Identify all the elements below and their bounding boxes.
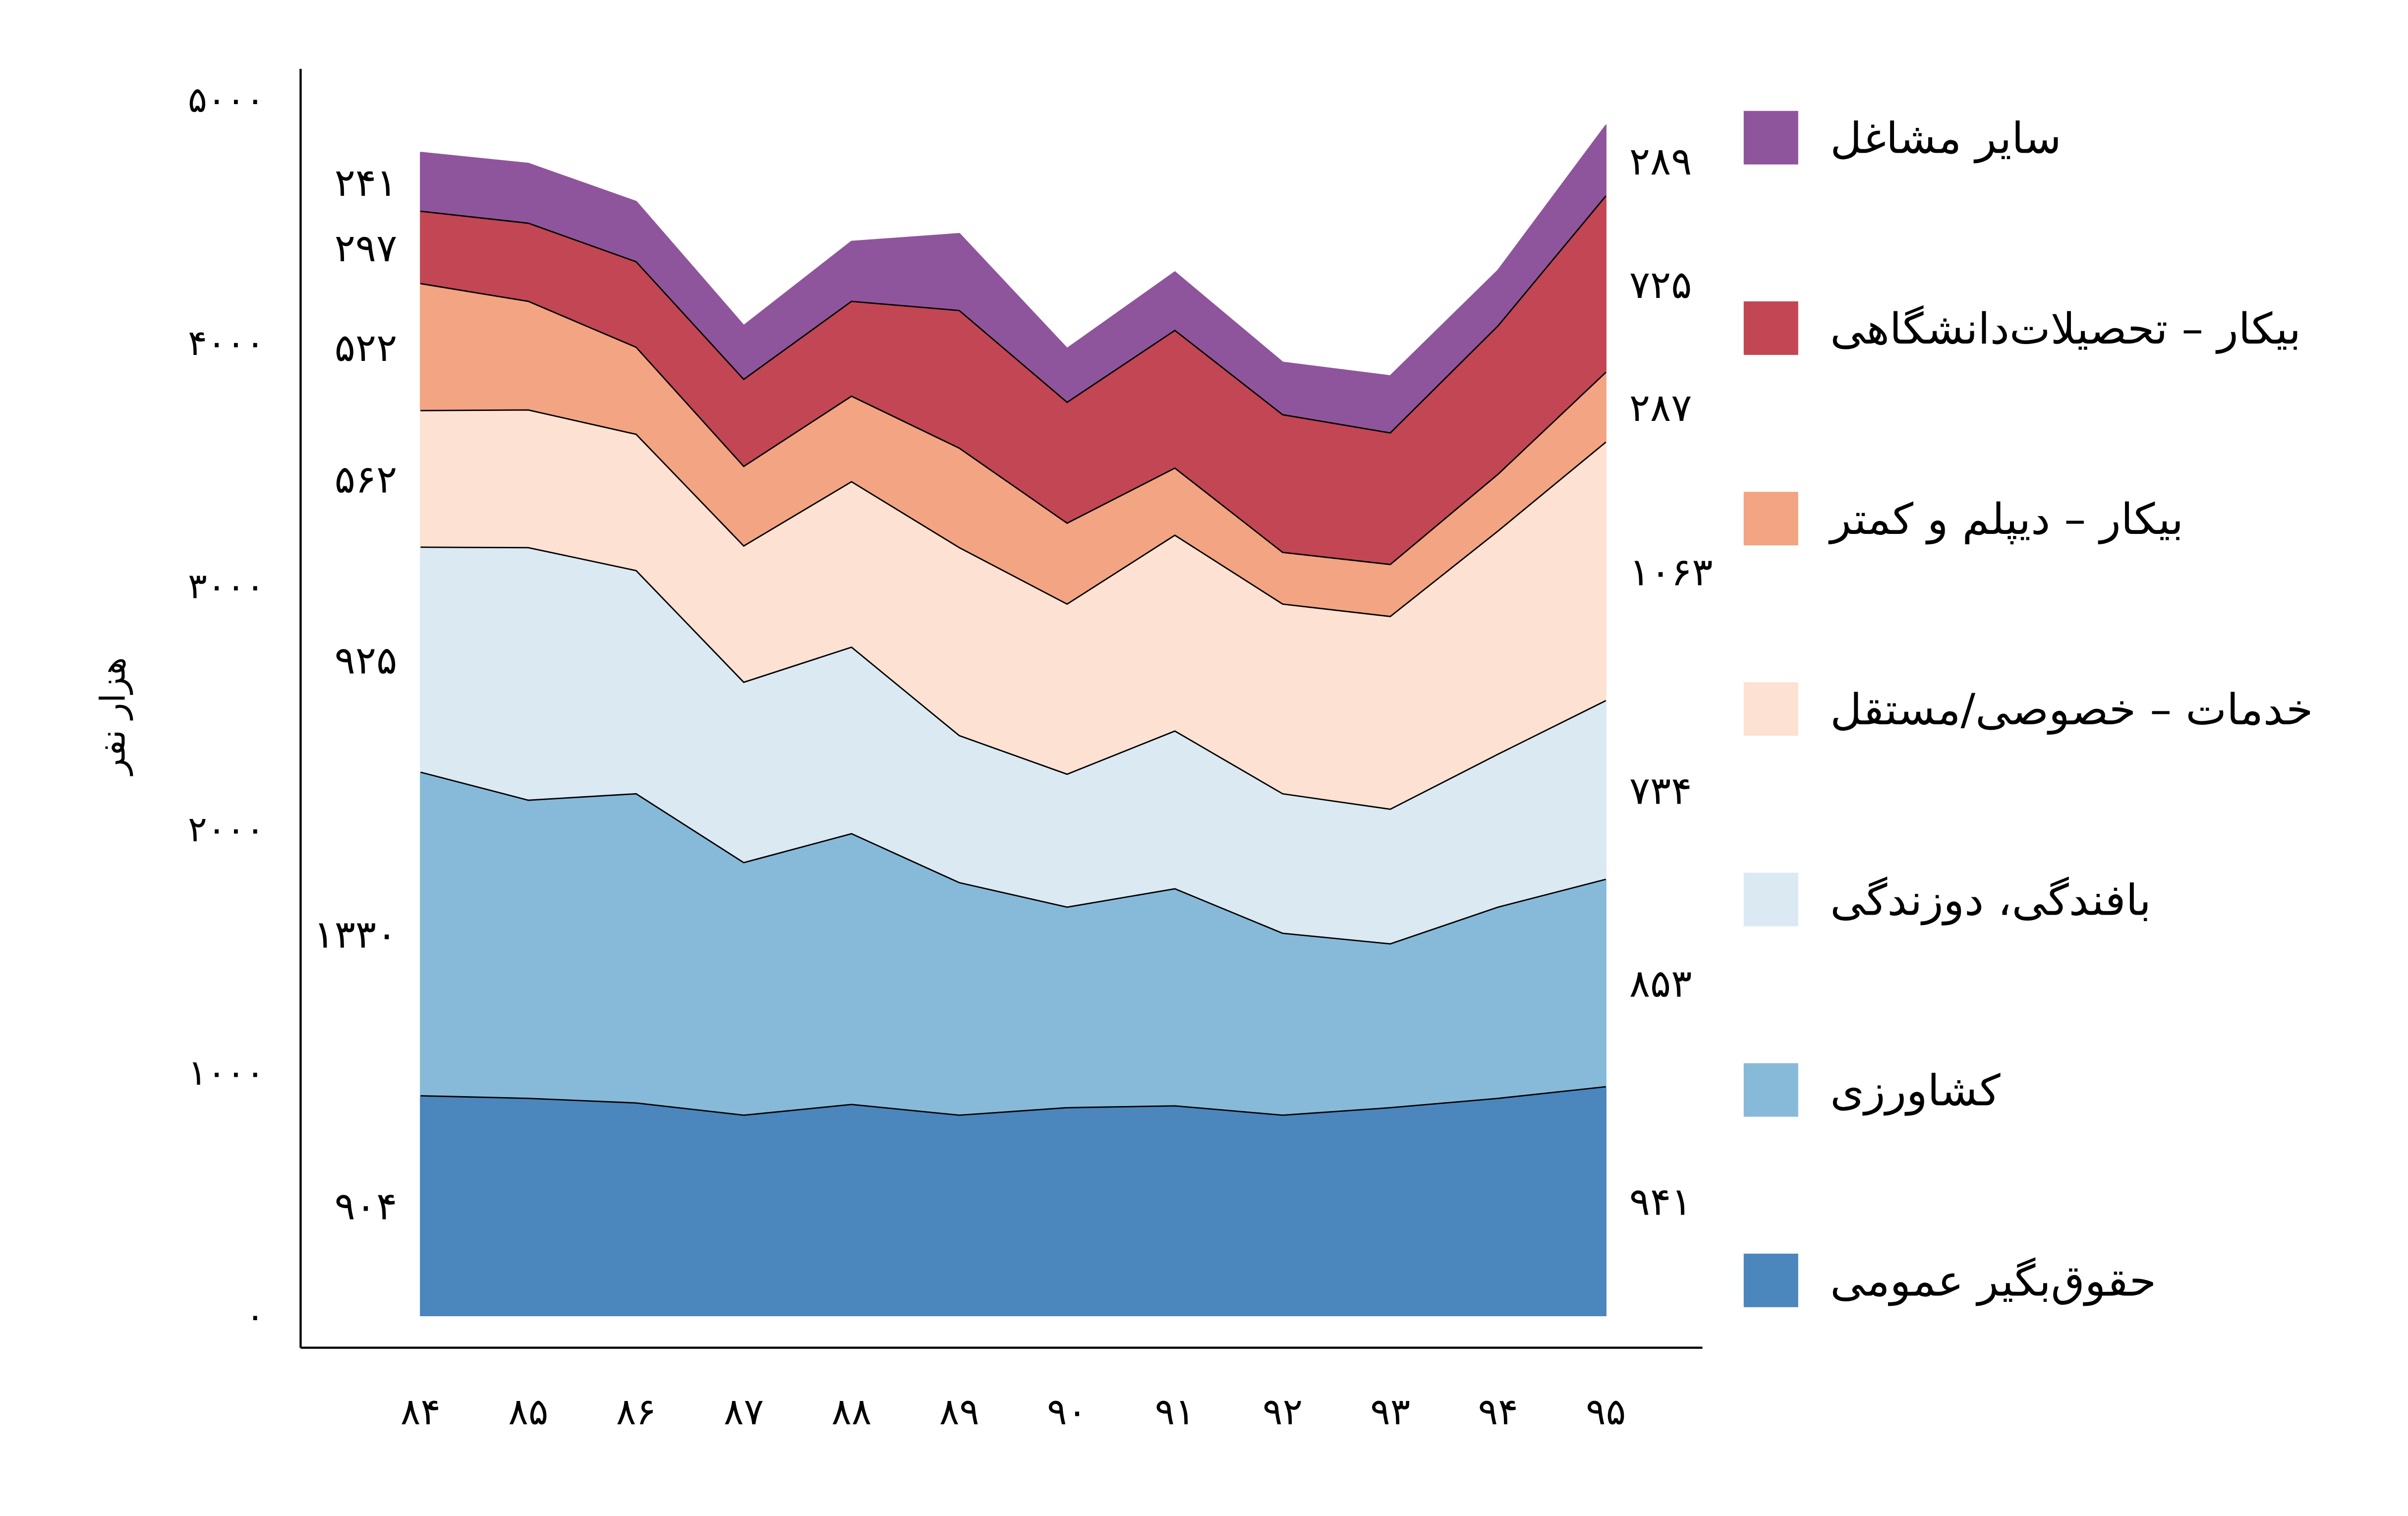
y-tick-label: ۲۰۰۰ [188,809,265,850]
x-tick-label: ۸۸ [831,1390,871,1433]
start-value-label: ۹۰۴ [335,1184,398,1228]
end-value-label: ۱۰۶۳ [1629,550,1713,594]
legend-item: بیکار – تحصیلات‌دانشگاهی [1743,301,2301,355]
y-tick-label: ۴۰۰۰ [188,323,265,363]
legend-item: بیکار – دیپلم و کمتر [1743,492,2183,546]
series-boundary-lines [420,125,1607,1116]
end-value-label: ۷۲۵ [1629,263,1692,307]
series-top-line-1 [420,771,1606,945]
series-top-line-4 [420,283,1606,566]
end-value-label: ۷۳۴ [1629,769,1692,813]
legend-label: سایر مشاغل [1830,113,2062,163]
legend-swatch [1743,873,1798,927]
x-tick-label: ۹۰ [1047,1390,1087,1433]
series-top-line-6 [420,125,1607,377]
y-tick-label: ۵۰۰۰ [188,79,265,120]
legend-item: خدمات – خصوصی/مستقل [1743,682,2313,736]
end-value-label: ۹۴۱ [1629,1180,1692,1224]
legend-swatch [1743,111,1798,165]
y-tick-label: ۳۰۰۰ [188,566,265,606]
series-top-line-3 [420,409,1606,618]
legend-label: بیکار – تحصیلات‌دانشگاهی [1830,303,2301,353]
start-value-label: ۲۹۷ [335,227,398,271]
x-tick-label: ۸۹ [939,1390,979,1433]
legend-label: بافندگی، دوزندگی [1830,875,2151,925]
area-series-0 [420,1086,1606,1316]
legend-label: بیکار – دیپلم و کمتر [1828,494,2183,545]
x-tick-label: ۹۲ [1262,1390,1303,1433]
y-tick-label: ۰ [245,1295,265,1336]
x-tick-label: ۸۷ [724,1390,764,1433]
series-top-line-2 [420,546,1606,810]
x-tick-labels: ۸۴ ۸۵ ۸۶ ۸۷ ۸۸ ۸۹ ۹۰ ۹۱ ۹۲ ۹۳ ۹۴ ۹۵ [401,1390,1626,1433]
start-value-label: ۲۴۱ [335,161,398,205]
legend-swatch [1743,301,1798,355]
y-tick-labels: ۰ ۱۰۰۰ ۲۰۰۰ ۳۰۰۰ ۴۰۰۰ ۵۰۰۰ [188,79,265,1336]
x-tick-label: ۹۴ [1478,1390,1518,1433]
legend-swatch [1743,682,1798,736]
x-tick-label: ۹۳ [1370,1390,1410,1433]
end-value-label: ۲۸۷ [1629,386,1692,430]
legend-swatch [1743,1063,1798,1117]
legend-item: حقوق‌بگیر عمومی [1743,1253,2156,1307]
legend-swatch [1743,492,1798,546]
end-value-label: ۲۸۹ [1629,140,1692,184]
legend-item: بافندگی، دوزندگی [1743,873,2151,927]
value-labels: ۹۰۴ ۹۴۱ ۱۳۳۰ ۸۵۳ ۹۲۵ ۷۳۴ ۵۶۲ ۱۰۶۳ ۵۲۲ ۲۸۷ ۲۹۷ ۷۲۵ ۲۴… [314,140,1713,1229]
legend-item: کشاورزی [1743,1063,2001,1117]
start-value-label: ۵۲۲ [335,326,398,370]
legend-label: خدمات – خصوصی/مستقل [1830,685,2313,735]
legend-label: کشاورزی [1830,1065,2001,1115]
legend-swatch [1743,1253,1798,1307]
series-top-line-5 [420,195,1606,434]
x-tick-label: ۹۵ [1586,1390,1626,1433]
legend-item: سایر مشاغل [1743,111,2062,165]
stacked-areas [420,123,1606,1316]
series-top-line-0 [420,1086,1606,1116]
start-value-label: ۹۲۵ [335,639,398,683]
start-value-label: ۵۶۲ [335,458,398,502]
x-tick-label: ۸۵ [508,1390,548,1433]
y-tick-label: ۱۰۰۰ [188,1052,265,1093]
end-value-label: ۸۵۳ [1629,962,1692,1006]
x-tick-label: ۸۴ [401,1390,441,1433]
start-value-label: ۱۳۳۰ [314,913,398,957]
legend-label: حقوق‌بگیر عمومی [1830,1256,2156,1306]
legend: سایر مشاغل بیکار – تحصیلات‌دانشگاهی بیکار … [1743,111,2313,1307]
y-axis-title: هزار نفر [93,657,133,776]
x-tick-label: ۸۶ [616,1390,656,1433]
x-tick-label: ۹۱ [1155,1390,1195,1433]
